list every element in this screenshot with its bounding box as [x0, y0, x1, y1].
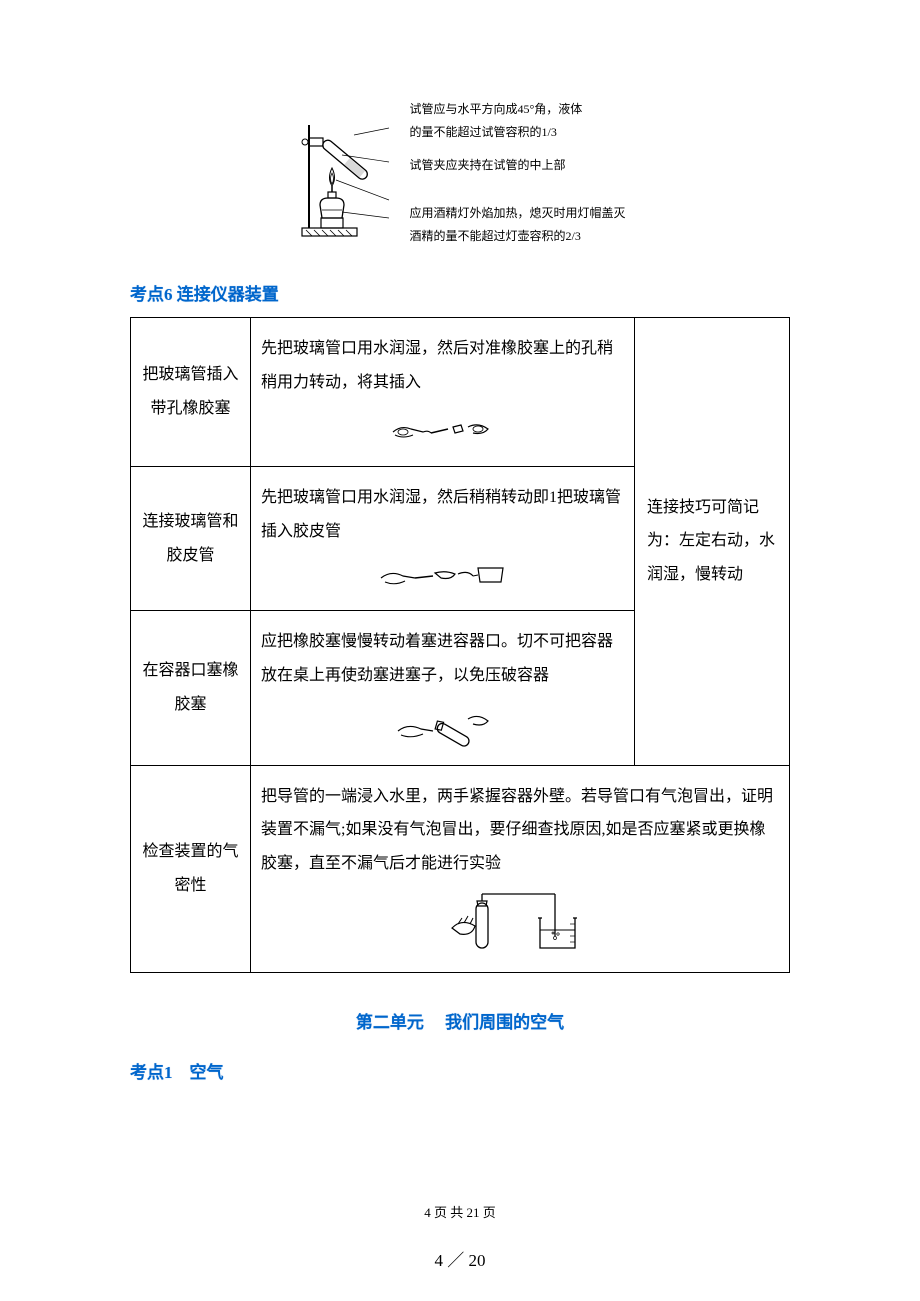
row1-desc: 先把玻璃管口用水润湿，然后对准橡胶塞上的孔稍稍用力转动，将其插入	[251, 317, 635, 466]
hands-insert-tube-svg	[383, 407, 503, 452]
row3-name: 在容器口塞橡胶塞	[131, 611, 251, 765]
table-row: 把玻璃管插入带孔橡胶塞 先把玻璃管口用水润湿，然后对准橡胶塞上的孔稍稍用力转动，…	[131, 317, 790, 466]
heading-kaodian-1: 考点1 空气	[130, 1058, 790, 1083]
row1-desc-text: 先把玻璃管口用水润湿，然后对准橡胶塞上的孔稍稍用力转动，将其插入	[261, 332, 624, 399]
diagram-label-list: 试管应与水平方向成45°角，液体 的量不能超过试管容积的1/3 试管夹应夹持在试…	[409, 100, 625, 250]
heading-kaodian-6: 考点6 连接仪器装置	[130, 280, 790, 305]
page-number-inner: 4 页 共 21 页	[0, 1202, 920, 1221]
row1-name: 把玻璃管插入带孔橡胶塞	[131, 317, 251, 466]
hands-stopper-container-svg	[383, 701, 503, 751]
row2-desc: 先把玻璃管口用水润湿，然后稍稍转动即1把玻璃管插入胶皮管	[251, 467, 635, 611]
test-tube-heating-diagram: 试管应与水平方向成45°角，液体 的量不能超过试管容积的1/3 试管夹应夹持在试…	[130, 100, 790, 250]
hands-connect-rubber-tube-svg	[373, 556, 513, 596]
row3-desc: 应把橡胶塞慢慢转动着塞进容器口。切不可把容器放在桌上再使劲塞进塞子，以免压破容器	[251, 611, 635, 765]
row4-name: 检查装置的气密性	[131, 765, 251, 973]
diagram-label-2: 的量不能超过试管容积的1/3	[409, 123, 625, 142]
tip-cell: 连接技巧可简记为：左定右动，水润湿，慢转动	[635, 317, 790, 765]
diagram-label-1: 试管应与水平方向成45°角，液体	[409, 100, 625, 119]
table-row: 检查装置的气密性 把导管的一端浸入水里，两手紧握容器外壁。若导管口有气泡冒出，证…	[131, 765, 790, 973]
test-tube-alcohol-lamp-svg	[294, 110, 399, 240]
diagram-label-5: 酒精的量不能超过灯壶容积的2/3	[409, 227, 625, 246]
row3-desc-text: 应把橡胶塞慢慢转动着塞进容器口。切不可把容器放在桌上再使劲塞进塞子，以免压破容器	[261, 625, 624, 692]
diagram-label-3: 试管夹应夹持在试管的中上部	[409, 156, 625, 175]
air-tightness-check-svg	[440, 888, 600, 958]
row2-name: 连接玻璃管和胶皮管	[131, 467, 251, 611]
row4-desc: 把导管的一端浸入水里，两手紧握容器外壁。若导管口有气泡冒出，证明装置不漏气;如果…	[251, 765, 790, 973]
row4-desc-text: 把导管的一端浸入水里，两手紧握容器外壁。若导管口有气泡冒出，证明装置不漏气;如果…	[261, 780, 779, 881]
heading-unit-2: 第二单元 我们周围的空气	[130, 1008, 790, 1033]
page-number-outer: 4 ／ 20	[0, 1246, 920, 1271]
connection-apparatus-table: 把玻璃管插入带孔橡胶塞 先把玻璃管口用水润湿，然后对准橡胶塞上的孔稍稍用力转动，…	[130, 317, 790, 973]
row2-desc-text: 先把玻璃管口用水润湿，然后稍稍转动即1把玻璃管插入胶皮管	[261, 481, 624, 548]
diagram-label-4: 应用酒精灯外焰加热，熄灭时用灯帽盖灭	[409, 204, 625, 223]
